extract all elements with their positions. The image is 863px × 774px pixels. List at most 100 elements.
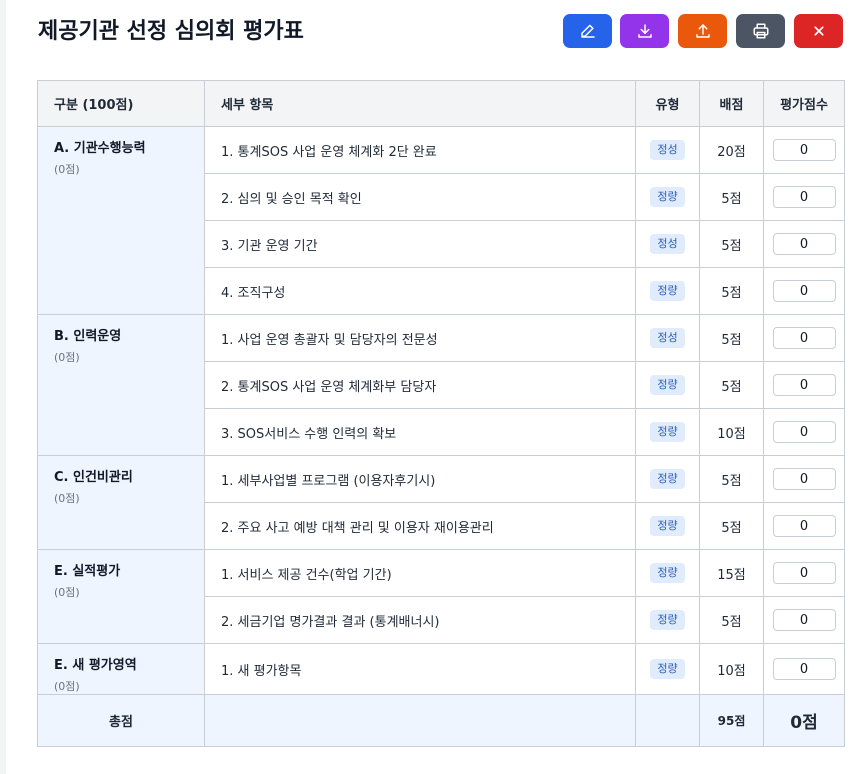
item-points: 5점 (699, 455, 764, 503)
item-label: 3. SOS서비스 수행 인력의 확보 (204, 408, 636, 456)
category-score: (0점) (54, 586, 80, 599)
score-input[interactable] (772, 468, 836, 490)
score-cell (763, 314, 845, 362)
item-label: 1. 사업 운영 총괄자 및 담당자의 전문성 (204, 314, 636, 362)
score-cell (763, 126, 845, 174)
total-empty-cell (204, 694, 636, 747)
evaluation-page: 제공기관 선정 심의회 평가표 (6, 0, 863, 774)
score-input[interactable] (772, 139, 836, 161)
type-cell: 정성 (635, 220, 700, 268)
table-row: 4. 조직구성 정량 5점 (38, 267, 845, 315)
score-cell (763, 502, 845, 550)
score-input[interactable] (772, 562, 836, 584)
type-cell: 정량 (635, 408, 700, 456)
upload-icon (695, 24, 710, 38)
table-row: E. 실적평가 (0점) 1. 서비스 제공 건수(학업 기간) 정량 15점 (37, 549, 845, 644)
type-cell: 정성 (635, 314, 700, 362)
item-label: 2. 주요 사고 예방 대책 관리 및 이용자 재이용관리 (204, 502, 636, 550)
download-icon (637, 24, 652, 38)
type-badge: 정량 (650, 375, 685, 395)
column-header-category: 구분 (100점) (37, 80, 205, 127)
table-row: 3. 기관 운영 기간 정성 5점 (38, 220, 845, 268)
table-row: B. 인력운영 (0점) 1. 사업 운영 총괄자 및 담당자의 전문성 정성 5점 (37, 314, 845, 456)
score-input[interactable] (772, 186, 836, 208)
score-input[interactable] (772, 609, 836, 631)
score-input[interactable] (772, 658, 836, 680)
column-header-type: 유형 (635, 80, 700, 127)
category-score: (0점) (54, 492, 80, 505)
item-points: 5점 (699, 267, 764, 315)
category-name: E. 실적평가 (54, 564, 121, 579)
score-cell (763, 267, 845, 315)
column-header-score: 평가점수 (763, 80, 845, 127)
score-input[interactable] (772, 421, 836, 443)
table-row: C. 인건비관리 (0점) 1. 세부사업별 프로그램 (이용자후기시) 정량 5점 (37, 455, 845, 550)
item-label: 1. 세부사업별 프로그램 (이용자후기시) (204, 455, 636, 503)
category-cell: E. 새 평가영역 (0점) (37, 643, 205, 695)
download-button[interactable] (620, 14, 669, 48)
type-badge: 정성 (650, 234, 685, 254)
category-name: E. 새 평가영역 (54, 658, 137, 673)
column-header-item: 세부 항목 (204, 80, 636, 127)
item-label: 1. 서비스 제공 건수(학업 기간) (204, 549, 636, 597)
type-cell: 정량 (635, 549, 700, 597)
table-header-row: 구분 (100점) 세부 항목 유형 배점 평가점수 (37, 80, 845, 127)
category-name: C. 인건비관리 (54, 470, 133, 485)
category-name: B. 인력운영 (54, 329, 122, 344)
type-badge: 정량 (650, 516, 685, 536)
item-points: 20점 (699, 126, 764, 174)
item-points: 15점 (699, 549, 764, 597)
type-badge: 정량 (650, 281, 685, 301)
item-label: 2. 심의 및 승인 목적 확인 (204, 173, 636, 221)
item-label: 3. 기관 운영 기간 (204, 220, 636, 268)
score-input[interactable] (772, 327, 836, 349)
type-cell: 정량 (635, 267, 700, 315)
total-empty-cell (635, 694, 700, 747)
type-badge: 정량 (650, 422, 685, 442)
pencil-icon (580, 24, 595, 38)
item-label: 1. 통계SOS 사업 운영 체계화 2단 완료 (204, 126, 636, 174)
type-cell: 정량 (635, 361, 700, 409)
category-cell: B. 인력운영 (0점) (37, 314, 205, 456)
category-cell: C. 인건비관리 (0점) (37, 455, 205, 550)
score-input[interactable] (772, 374, 836, 396)
total-max-points: 95점 (699, 694, 764, 747)
table-row: 2. 심의 및 승인 목적 확인 정량 5점 (38, 173, 845, 221)
close-button[interactable] (794, 14, 843, 48)
type-cell: 정성 (635, 126, 700, 174)
item-points: 10점 (699, 643, 764, 695)
score-cell (763, 173, 845, 221)
type-badge: 정량 (650, 469, 685, 489)
item-points: 5점 (699, 596, 764, 644)
score-cell (763, 361, 845, 409)
item-points: 5점 (699, 314, 764, 362)
type-badge: 정량 (650, 610, 685, 630)
category-cell: A. 기관수행능력 (0점) (37, 126, 205, 315)
table-row: 3. SOS서비스 수행 인력의 확보 정량 10점 (38, 408, 845, 456)
print-button[interactable] (736, 14, 785, 48)
page-title: 제공기관 선정 심의회 평가표 (38, 19, 304, 44)
score-cell (763, 549, 845, 597)
score-input[interactable] (772, 515, 836, 537)
score-cell (763, 220, 845, 268)
table-row: A. 기관수행능력 (0점) 1. 통계SOS 사업 운영 체계화 2단 완료 정성 2… (37, 126, 845, 315)
total-score: 0점 (763, 694, 845, 747)
table-row: 2. 세금기업 명가결과 결과 (통계배너시) 정량 5점 (38, 596, 845, 644)
item-points: 10점 (699, 408, 764, 456)
score-input[interactable] (772, 280, 836, 302)
upload-button[interactable] (678, 14, 727, 48)
item-points: 5점 (699, 361, 764, 409)
score-input[interactable] (772, 233, 836, 255)
score-cell (763, 455, 845, 503)
table-row: 2. 주요 사고 예방 대책 관리 및 이용자 재이용관리 정량 5점 (38, 502, 845, 550)
type-badge: 정량 (650, 187, 685, 207)
category-name: A. 기관수행능력 (54, 141, 146, 156)
total-row: 총점 95점 0점 (37, 694, 845, 747)
table-row: 2. 통계SOS 사업 운영 체계화부 담당자 정량 5점 (38, 361, 845, 409)
edit-button[interactable] (563, 14, 612, 48)
item-points: 5점 (699, 220, 764, 268)
category-score: (0점) (54, 680, 80, 693)
item-label: 4. 조직구성 (204, 267, 636, 315)
type-cell: 정량 (635, 173, 700, 221)
score-cell (763, 408, 845, 456)
